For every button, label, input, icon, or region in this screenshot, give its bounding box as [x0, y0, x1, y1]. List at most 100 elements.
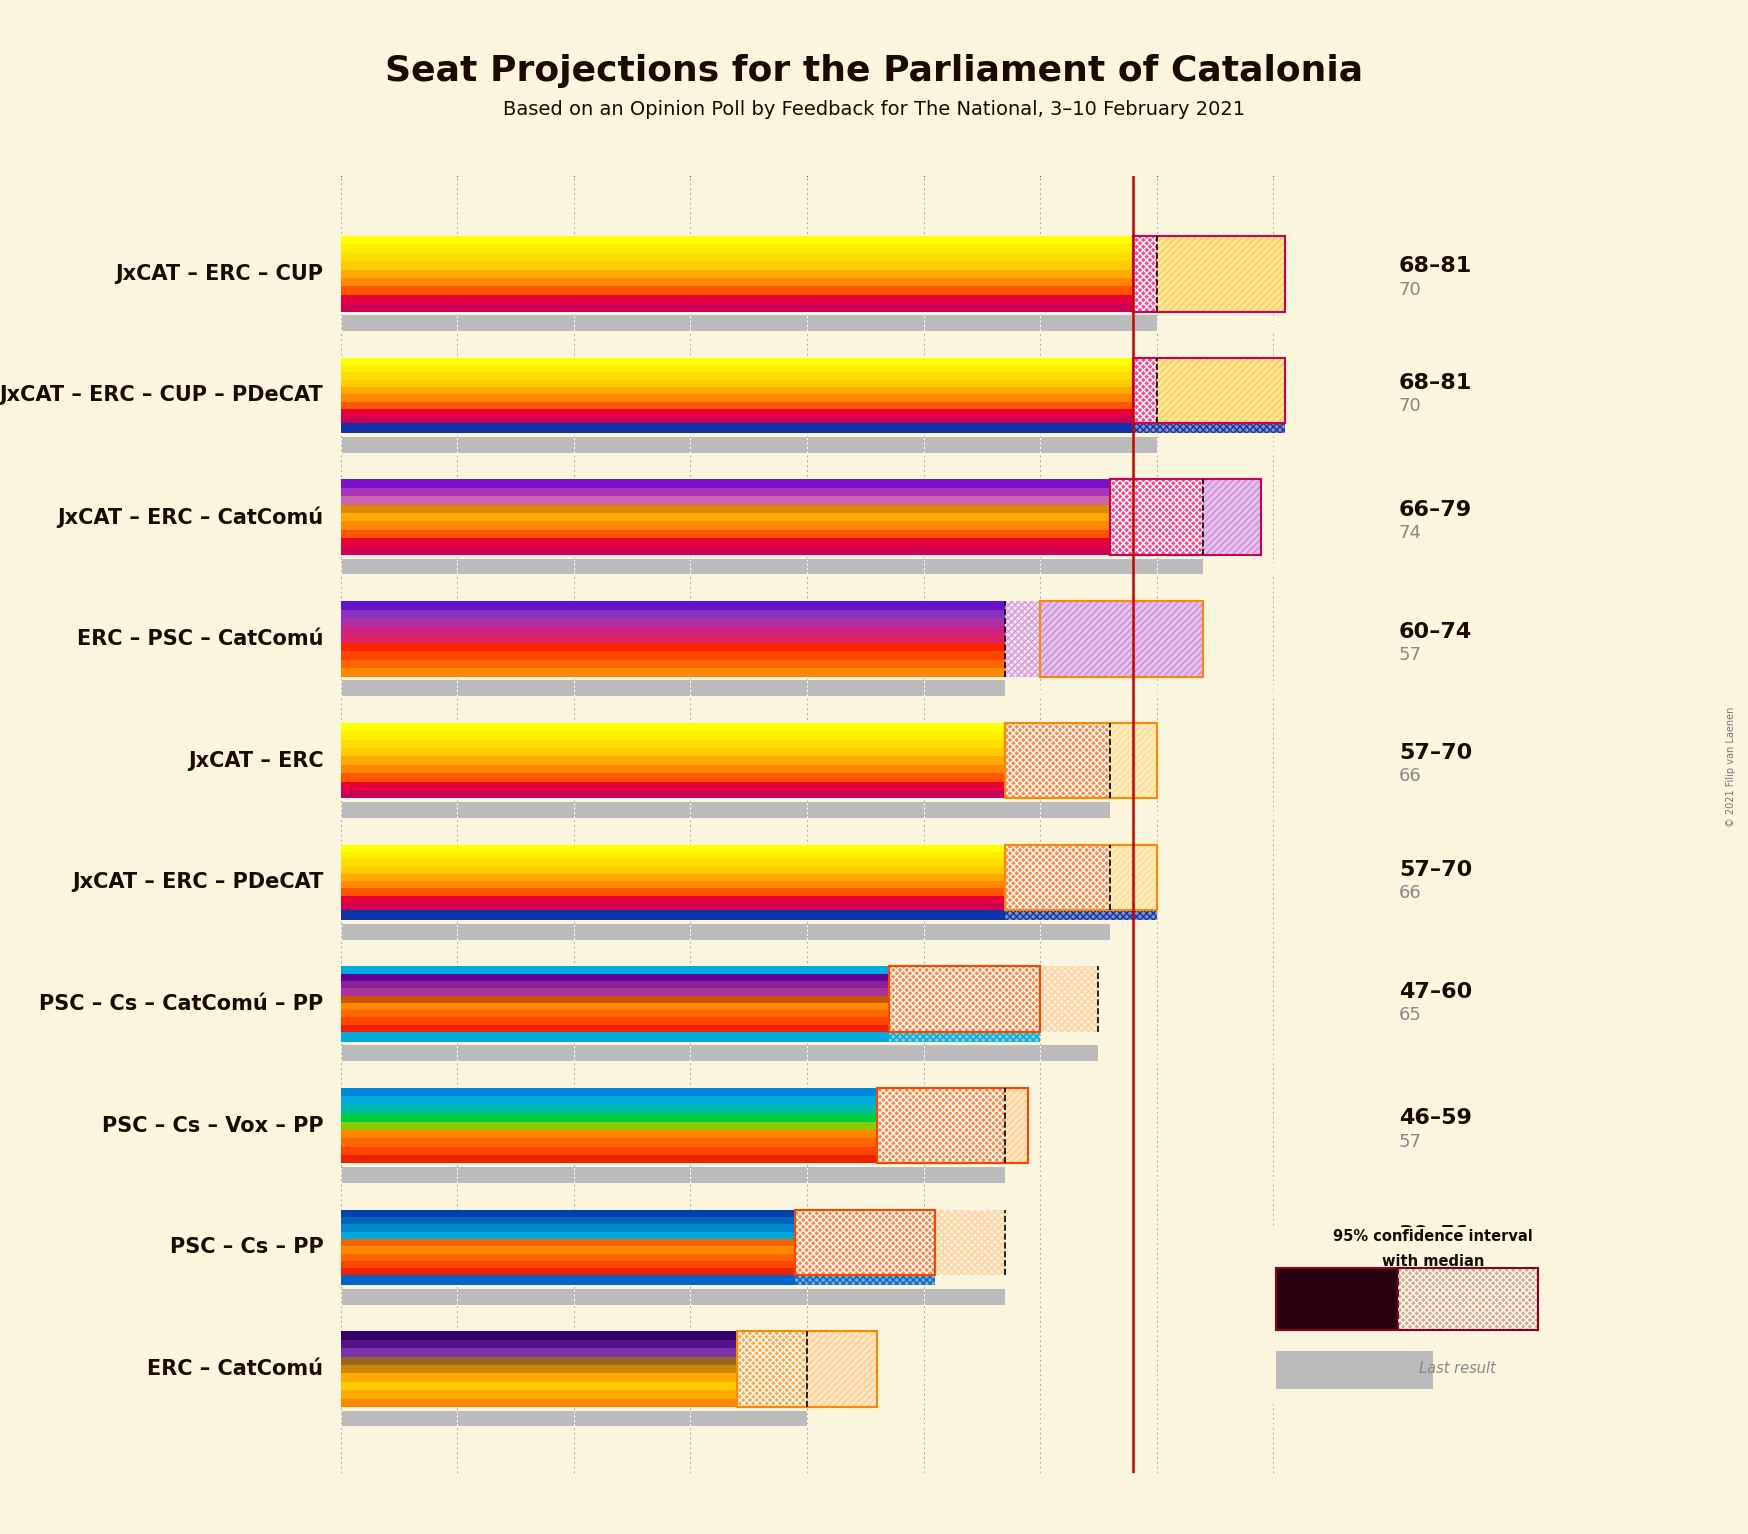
- Bar: [341, 416, 1133, 423]
- Bar: [795, 1210, 935, 1275]
- Text: 65: 65: [1398, 1006, 1421, 1025]
- Bar: [341, 522, 1110, 529]
- Bar: [1110, 845, 1157, 910]
- Text: Seat Projections for the Parliament of Catalonia: Seat Projections for the Parliament of C…: [385, 54, 1363, 87]
- Bar: [1110, 480, 1262, 555]
- Bar: [341, 1373, 738, 1382]
- Bar: [341, 1411, 808, 1427]
- Bar: [1005, 723, 1157, 798]
- Bar: [1005, 723, 1110, 798]
- Bar: [341, 1224, 795, 1232]
- Text: PSC – Cs – CatComú – PP: PSC – Cs – CatComú – PP: [38, 994, 323, 1014]
- Bar: [341, 1138, 877, 1147]
- Bar: [1110, 845, 1157, 910]
- Bar: [341, 488, 1110, 495]
- Bar: [341, 402, 1133, 410]
- Bar: [341, 851, 1005, 859]
- Bar: [935, 1210, 1005, 1275]
- Bar: [341, 790, 1005, 798]
- Bar: [1005, 1088, 1028, 1163]
- Bar: [1005, 601, 1040, 676]
- Bar: [341, 1232, 795, 1239]
- Bar: [341, 910, 1005, 920]
- Bar: [738, 1332, 808, 1407]
- Bar: [1133, 357, 1157, 423]
- Bar: [1203, 480, 1262, 555]
- Bar: [1276, 1351, 1433, 1390]
- Bar: [341, 1032, 888, 1042]
- Bar: [1005, 845, 1110, 910]
- Bar: [1005, 1088, 1028, 1163]
- Bar: [341, 1261, 795, 1269]
- Bar: [1110, 480, 1203, 555]
- Bar: [341, 1167, 1005, 1183]
- Bar: [1110, 723, 1157, 798]
- Text: 34–46: 34–46: [1398, 1351, 1472, 1371]
- Bar: [341, 888, 1005, 896]
- Bar: [888, 1032, 1040, 1042]
- Bar: [1005, 1088, 1028, 1163]
- Bar: [341, 896, 1005, 904]
- Text: 40: 40: [1398, 1376, 1421, 1394]
- Bar: [888, 966, 1098, 1032]
- Bar: [341, 626, 1040, 635]
- Bar: [341, 558, 1203, 574]
- Bar: [795, 1210, 1005, 1275]
- Bar: [341, 1216, 795, 1224]
- Bar: [341, 1365, 738, 1373]
- Bar: [341, 387, 1133, 394]
- Bar: [341, 732, 1005, 739]
- Text: 47–60: 47–60: [1398, 982, 1472, 1002]
- Text: PSC – Cs – PP: PSC – Cs – PP: [170, 1238, 323, 1258]
- Bar: [738, 1332, 877, 1407]
- Bar: [1157, 236, 1285, 311]
- Bar: [341, 244, 1133, 253]
- Text: with median: with median: [1383, 1253, 1484, 1269]
- Bar: [341, 1009, 888, 1017]
- Bar: [935, 1210, 1005, 1275]
- Bar: [795, 1210, 1005, 1275]
- Text: 66: 66: [1398, 884, 1421, 902]
- Text: JxCAT – ERC – CatComú: JxCAT – ERC – CatComú: [58, 506, 323, 528]
- Text: PSC – Cs – Vox – PP: PSC – Cs – Vox – PP: [101, 1115, 323, 1135]
- Text: 66: 66: [1398, 767, 1421, 785]
- Bar: [341, 253, 1133, 261]
- Text: Last result: Last result: [1419, 1361, 1496, 1376]
- Bar: [341, 1210, 795, 1216]
- Bar: [341, 1399, 738, 1407]
- Bar: [341, 423, 1133, 433]
- Text: 39–51: 39–51: [1398, 1226, 1472, 1246]
- Bar: [1133, 236, 1285, 311]
- Bar: [341, 278, 1133, 287]
- Bar: [1133, 357, 1285, 423]
- Bar: [341, 261, 1133, 270]
- Bar: [341, 1097, 877, 1104]
- Bar: [341, 287, 1133, 295]
- Bar: [1005, 723, 1110, 798]
- Bar: [341, 1121, 877, 1131]
- Bar: [1133, 236, 1157, 311]
- Bar: [1040, 966, 1098, 1032]
- Bar: [341, 1003, 888, 1009]
- Bar: [1157, 357, 1285, 423]
- Bar: [1110, 723, 1157, 798]
- Bar: [341, 923, 1110, 939]
- Bar: [341, 601, 1040, 609]
- Bar: [341, 660, 1040, 669]
- Bar: [341, 966, 888, 974]
- Text: 74: 74: [1398, 525, 1421, 542]
- Text: 57: 57: [1398, 1132, 1421, 1150]
- Bar: [341, 635, 1040, 643]
- Bar: [341, 512, 1110, 522]
- Bar: [1005, 601, 1203, 676]
- Bar: [877, 1088, 1005, 1163]
- Bar: [341, 1046, 1098, 1062]
- Bar: [1133, 357, 1157, 423]
- Bar: [341, 974, 888, 980]
- Bar: [341, 1114, 877, 1121]
- Text: Based on an Opinion Poll by Feedback for The National, 3–10 February 2021: Based on an Opinion Poll by Feedback for…: [503, 100, 1245, 118]
- Text: 70: 70: [1398, 281, 1421, 299]
- Bar: [738, 1332, 808, 1407]
- Text: © 2021 Filip van Laenen: © 2021 Filip van Laenen: [1725, 707, 1736, 827]
- Bar: [1110, 845, 1157, 910]
